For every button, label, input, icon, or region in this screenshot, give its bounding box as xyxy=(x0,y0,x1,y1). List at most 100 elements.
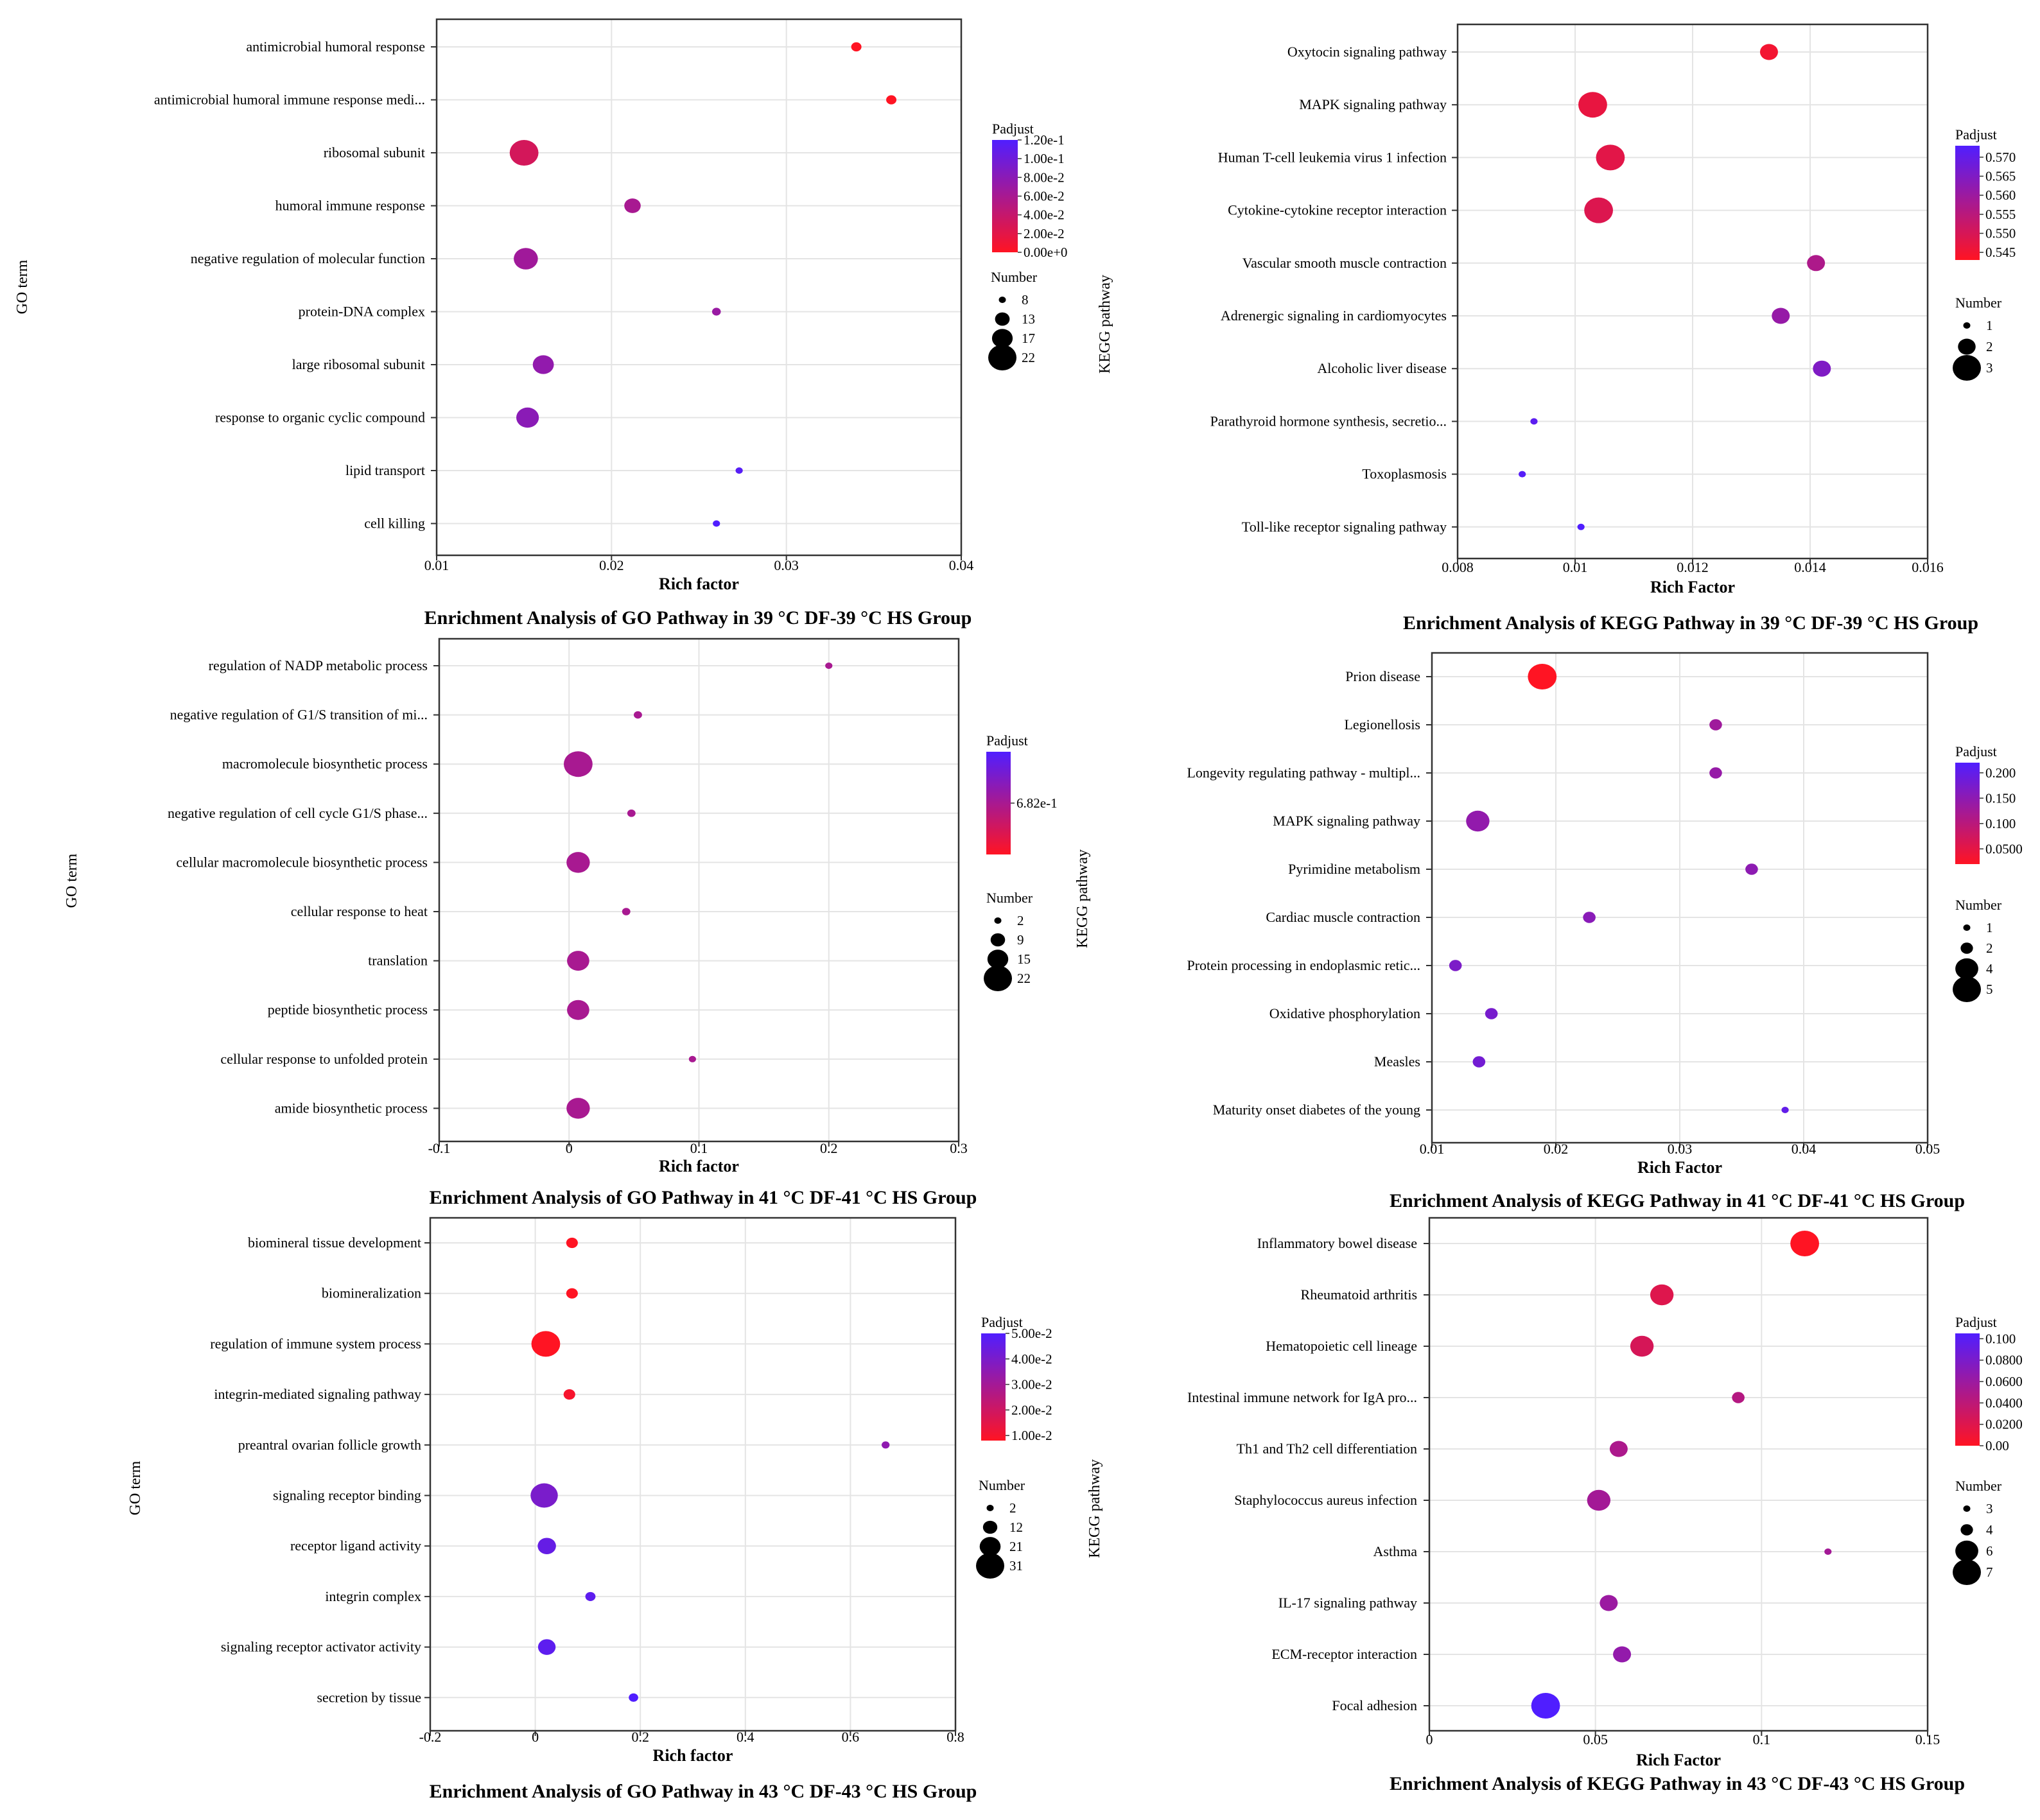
data-point xyxy=(1781,1107,1789,1113)
data-point xyxy=(1485,1008,1498,1019)
color-legend-title: Padjust xyxy=(1955,1314,1997,1330)
size-legend-label: 2 xyxy=(1986,940,1993,956)
chart-panel-5: biomineral tissue development biominerali… xyxy=(127,1217,1052,1802)
color-legend-label: 2.00e-2 xyxy=(1024,226,1065,241)
data-point xyxy=(564,751,593,777)
data-point xyxy=(1772,308,1790,324)
data-point xyxy=(1650,1284,1674,1306)
x-axis-label: Rich Factor xyxy=(1650,578,1735,596)
y-tick-label: integrin-mediated signaling pathway xyxy=(214,1386,421,1402)
data-point xyxy=(1519,471,1526,478)
data-point xyxy=(1531,1693,1560,1719)
data-point xyxy=(567,951,589,971)
x-tick-label: 0.008 xyxy=(1442,559,1474,575)
color-legend-label: 0.545 xyxy=(1985,245,2016,260)
data-point xyxy=(531,1331,561,1357)
color-legend-bar xyxy=(992,140,1018,252)
y-tick-label: IL-17 signaling pathway xyxy=(1278,1595,1417,1611)
y-tick-label: translation xyxy=(368,953,428,969)
y-tick-label: large ribosomal subunit xyxy=(292,356,425,372)
size-legend-dot xyxy=(986,1505,994,1511)
y-tick-label: ribosomal subunit xyxy=(324,144,425,160)
y-tick-label: Cytokine-cytokine receptor interaction xyxy=(1228,202,1447,218)
y-tick-label: Measles xyxy=(1374,1053,1420,1070)
data-point xyxy=(530,1483,558,1508)
y-tick-label: Th1 and Th2 cell differentiation xyxy=(1237,1441,1417,1457)
data-point xyxy=(688,1055,696,1062)
chart-title: Enrichment Analysis of GO Pathway in 39 … xyxy=(424,607,972,628)
data-point xyxy=(851,42,862,52)
size-legend-label: 15 xyxy=(1017,951,1031,967)
data-point xyxy=(1790,1231,1819,1256)
x-tick-label: 0.016 xyxy=(1912,559,1944,575)
y-tick-label: Oxytocin signaling pathway xyxy=(1287,44,1447,60)
size-legend-dot xyxy=(1953,1559,1981,1585)
color-legend-label: 0.0500 xyxy=(1985,841,2023,856)
color-legend-label: 0.200 xyxy=(1985,765,2016,781)
y-tick-label: Maturity onset diabetes of the young xyxy=(1213,1102,1420,1118)
y-tick-label: Focal adhesion xyxy=(1332,1697,1417,1713)
size-legend-dot xyxy=(1963,322,1971,329)
y-tick-label: Rheumatoid arthritis xyxy=(1301,1287,1417,1303)
size-legend-dot xyxy=(976,1553,1004,1579)
size-legend-label: 7 xyxy=(1986,1564,1993,1580)
size-legend-title: Number xyxy=(1955,295,2002,311)
data-point xyxy=(566,1288,578,1299)
y-axis-label: KEGG pathway xyxy=(1097,275,1113,374)
data-point xyxy=(713,520,720,527)
size-legend-label: 22 xyxy=(1017,971,1031,986)
y-tick-label: Vascular smooth muscle contraction xyxy=(1242,255,1447,271)
data-point xyxy=(1530,418,1538,425)
y-tick-label: biomineral tissue development xyxy=(248,1235,421,1251)
data-point xyxy=(1587,1489,1611,1511)
plot-frame xyxy=(435,18,963,557)
color-legend-label: 0.565 xyxy=(1985,168,2016,184)
data-point xyxy=(622,908,631,915)
data-point xyxy=(1630,1335,1654,1357)
size-legend-dot xyxy=(1963,924,1971,931)
y-tick-label: peptide biosynthetic process xyxy=(268,1001,428,1018)
x-tick-label: 0.2 xyxy=(631,1729,649,1745)
data-point xyxy=(1709,767,1722,779)
color-legend-label: 1.00e-1 xyxy=(1024,151,1065,166)
y-axis-label: GO term xyxy=(14,259,31,314)
y-tick-label: Pyrimidine metabolism xyxy=(1288,861,1420,877)
size-legend-label: 17 xyxy=(1022,331,1035,346)
size-legend-dot xyxy=(991,329,1013,348)
color-legend-label: 6.00e-2 xyxy=(1024,189,1065,204)
data-point xyxy=(1584,197,1614,223)
y-axis-label: KEGG pathway xyxy=(1086,1459,1103,1558)
size-legend-label: 3 xyxy=(1986,360,1993,376)
y-tick-label: negative regulation of molecular functio… xyxy=(191,250,425,266)
x-tick-label: 0.05 xyxy=(1583,1731,1608,1747)
size-legend-label: 2 xyxy=(1017,913,1024,928)
y-tick-label: ECM-receptor interaction xyxy=(1271,1646,1417,1662)
y-tick-label: macromolecule biosynthetic process xyxy=(222,756,428,772)
y-tick-label: Staphylococcus aureus infection xyxy=(1234,1492,1417,1508)
size-legend-label: 1 xyxy=(1986,318,1993,333)
y-tick-label: receptor ligand activity xyxy=(290,1538,421,1554)
color-legend-title: Padjust xyxy=(986,732,1028,749)
size-legend-label: 12 xyxy=(1009,1520,1023,1535)
x-tick-label: 0.01 xyxy=(1563,559,1588,575)
size-legend-label: 8 xyxy=(1022,292,1029,308)
x-tick-label: -0.2 xyxy=(419,1729,442,1745)
size-legend-dot xyxy=(1960,1524,1973,1536)
data-point xyxy=(629,1693,638,1702)
size-legend-dot xyxy=(1955,958,1978,980)
y-tick-label: cellular response to heat xyxy=(291,903,428,919)
y-tick-label: Hematopoietic cell lineage xyxy=(1266,1338,1417,1354)
data-point xyxy=(624,198,641,213)
plot-frame xyxy=(429,1217,957,1732)
x-tick-label: 0.02 xyxy=(1544,1141,1569,1157)
color-legend-label: 0.0400 xyxy=(1985,1395,2023,1410)
y-tick-label: Toll-like receptor signaling pathway xyxy=(1242,519,1447,535)
x-tick-label: 0.05 xyxy=(1915,1141,1940,1157)
size-legend-dot xyxy=(987,949,1009,969)
y-tick-label: Oxidative phosphorylation xyxy=(1269,1005,1420,1021)
plot-frame xyxy=(1428,1217,1929,1732)
size-legend-label: 31 xyxy=(1009,1558,1023,1573)
size-legend-label: 21 xyxy=(1009,1539,1023,1554)
y-tick-label: humoral immune response xyxy=(275,198,425,214)
chart-title: Enrichment Analysis of GO Pathway in 43 … xyxy=(430,1781,977,1802)
